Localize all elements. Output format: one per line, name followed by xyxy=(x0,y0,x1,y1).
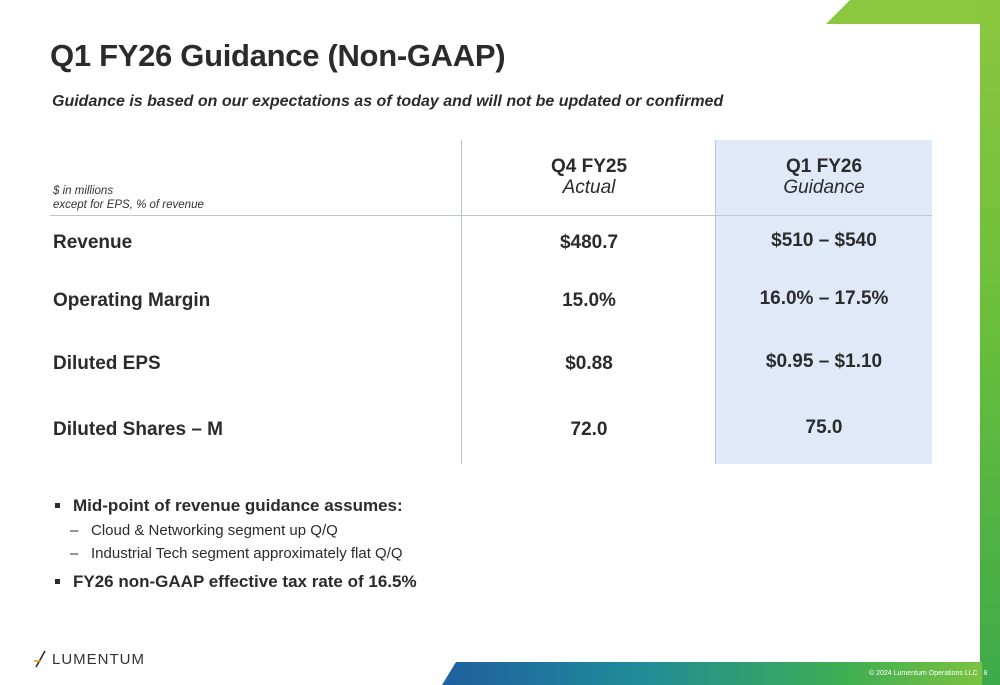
column-period: Q1 FY26 xyxy=(785,156,863,177)
cell-actual: $480.7 xyxy=(559,232,619,253)
page-number: 8 xyxy=(983,670,988,677)
row-label-diluted-shares: Diluted Shares – M xyxy=(53,419,223,440)
footer: © 2024 Lumentum Operations LLC 8 xyxy=(869,670,987,677)
page-subtitle: Guidance is based on our expectations as… xyxy=(52,93,724,110)
cell-actual: $0.88 xyxy=(565,353,613,374)
sub-bullet-item: Cloud & Networking segment up Q/Q xyxy=(55,522,417,539)
row-label-operating-margin: Operating Margin xyxy=(53,290,211,311)
company-logo: LUMENTUM xyxy=(34,650,145,668)
row-label-diluted-eps: Diluted EPS xyxy=(53,353,161,374)
units-line: $ in millions xyxy=(53,185,114,197)
row-label-revenue: Revenue xyxy=(53,232,133,253)
bottom-accent-bar xyxy=(442,662,982,685)
column-type: Actual xyxy=(562,177,616,198)
column-header-guidance: Q1 FY26 Guidance xyxy=(716,156,932,199)
units-note: $ in millions except for EPS, % of reven… xyxy=(53,184,204,212)
column-divider xyxy=(461,140,462,464)
cell-guidance: 16.0% – 17.5% xyxy=(759,288,889,309)
lumentum-mark-icon xyxy=(34,650,46,668)
cell-guidance: $510 – $540 xyxy=(771,230,877,251)
cell-guidance: $0.95 – $1.10 xyxy=(765,351,883,372)
page-title: Q1 FY26 Guidance (Non-GAAP) xyxy=(50,38,506,73)
logo-text: LUMENTUM xyxy=(52,650,145,668)
cell-actual: 72.0 xyxy=(570,419,608,440)
guidance-column-highlight xyxy=(716,140,932,464)
bullet-item: Mid-point of revenue guidance assumes: xyxy=(55,496,417,516)
cell-guidance: 75.0 xyxy=(805,417,843,438)
bullet-item: FY26 non-GAAP effective tax rate of 16.5… xyxy=(55,572,417,592)
header-divider xyxy=(50,215,932,216)
cell-actual: 15.0% xyxy=(562,290,616,311)
right-edge-accent xyxy=(980,0,1000,685)
copyright-text: © 2024 Lumentum Operations LLC xyxy=(869,670,978,677)
units-line: except for EPS, % of revenue xyxy=(53,199,204,211)
column-period: Q4 FY25 xyxy=(550,156,628,177)
assumptions-list: Mid-point of revenue guidance assumes: C… xyxy=(55,496,417,592)
column-header-actual: Q4 FY25 Actual xyxy=(481,156,697,199)
top-right-accent xyxy=(826,0,1000,24)
column-type: Guidance xyxy=(783,177,865,198)
column-divider xyxy=(715,140,716,464)
sub-bullet-item: Industrial Tech segment approximately fl… xyxy=(55,545,417,562)
